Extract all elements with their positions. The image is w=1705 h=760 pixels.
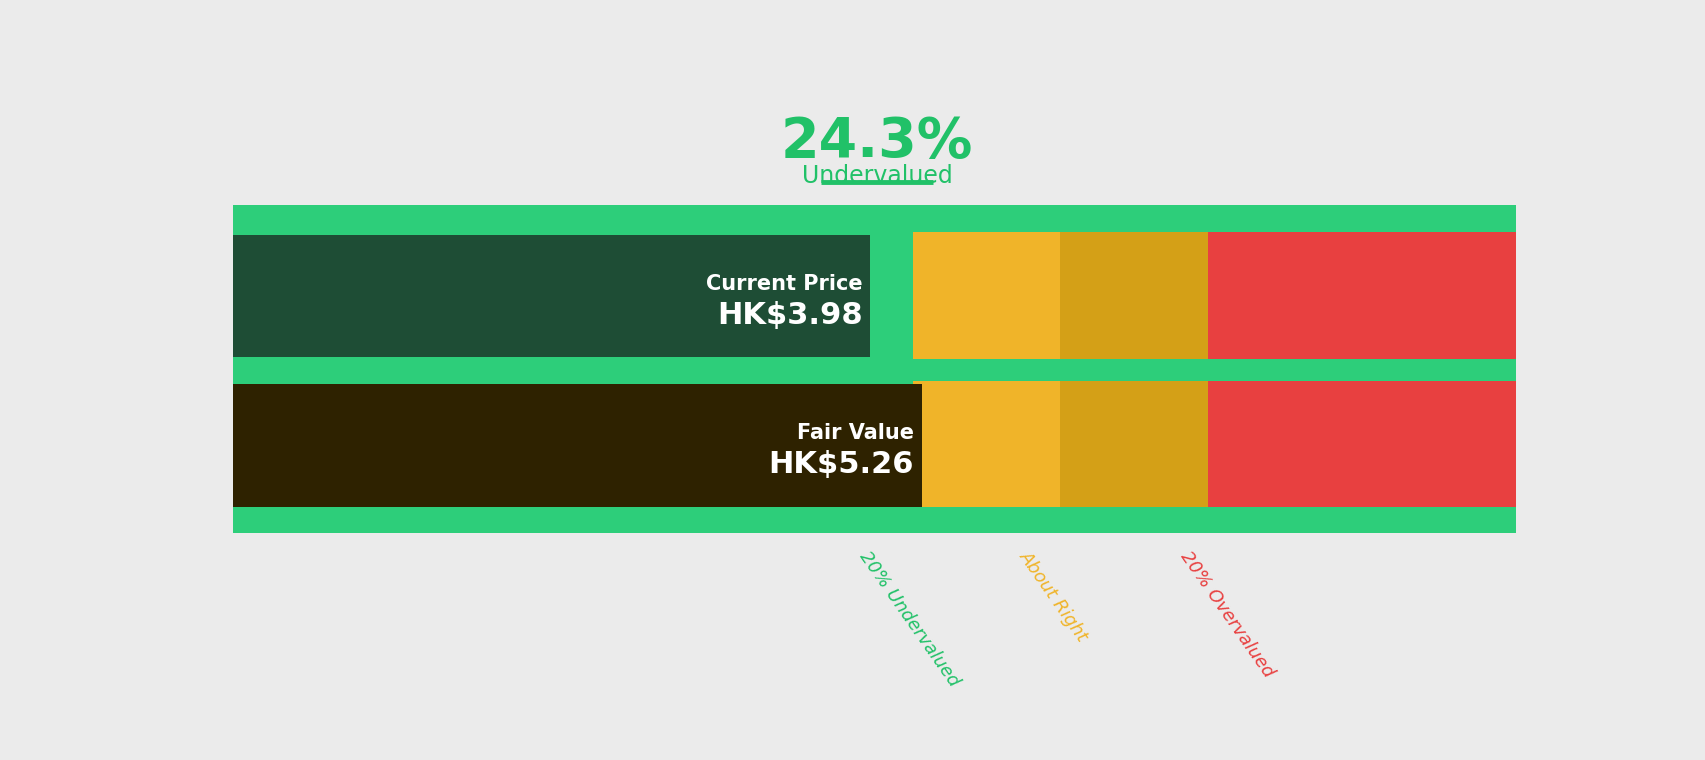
Bar	[1207, 205, 1514, 533]
Bar	[912, 205, 1061, 533]
Text: Fair Value: Fair Value	[796, 423, 914, 443]
Text: HK$5.26: HK$5.26	[767, 451, 914, 480]
Bar	[1061, 205, 1207, 533]
Text: HK$3.98: HK$3.98	[716, 301, 863, 330]
Text: 24.3%: 24.3%	[781, 115, 972, 169]
Text: 20% Undervalued: 20% Undervalued	[856, 548, 962, 689]
Bar	[234, 235, 870, 357]
Text: Current Price: Current Price	[706, 274, 863, 293]
Bar	[234, 359, 1514, 381]
Bar	[234, 205, 1514, 232]
Text: 20% Overvalued: 20% Overvalued	[1176, 548, 1275, 680]
Bar	[234, 205, 912, 533]
Text: About Right: About Right	[1016, 548, 1091, 645]
Text: Undervalued: Undervalued	[801, 164, 951, 188]
Bar	[234, 384, 921, 507]
Bar	[234, 507, 1514, 533]
